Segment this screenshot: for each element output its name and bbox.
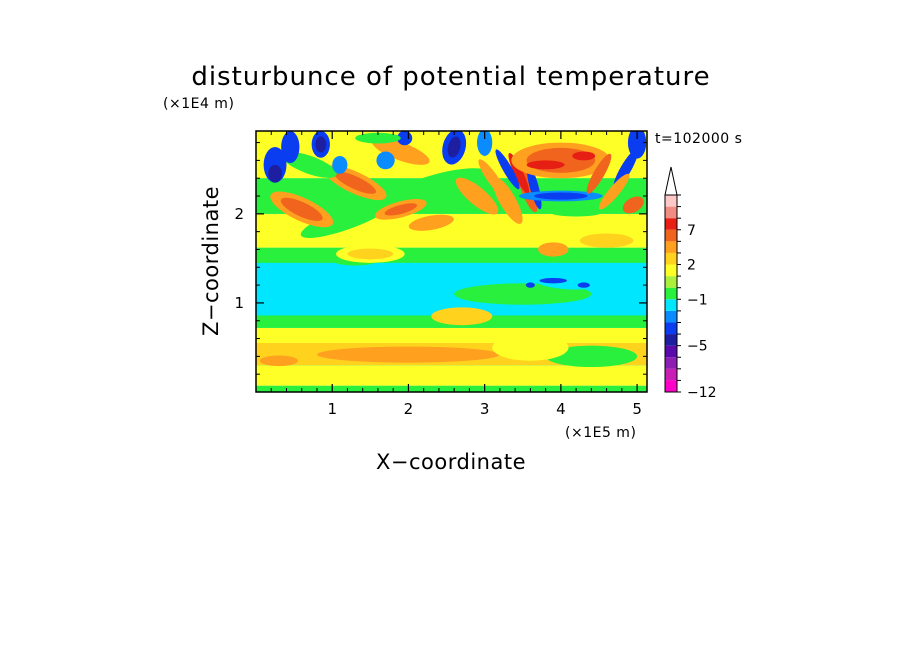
y-axis-title: Z−coordinate <box>199 186 223 336</box>
contour-region <box>477 131 493 156</box>
x-unit-label: (×1E5 m) <box>565 425 636 441</box>
colorbar-segment <box>665 264 677 277</box>
contour-region <box>525 282 535 288</box>
contour-region <box>492 334 569 361</box>
contour-region <box>538 242 569 257</box>
contour-region <box>355 132 401 144</box>
colorbar-segment <box>665 334 677 346</box>
contour-band <box>256 247 647 263</box>
contour-region <box>372 138 430 165</box>
contour-region <box>376 151 395 170</box>
colorbar-segment <box>665 310 677 323</box>
colorbar-segment <box>665 299 677 311</box>
contour-band <box>256 327 647 344</box>
x-tick-label: 3 <box>480 400 490 418</box>
contour-region <box>539 277 567 284</box>
contour-region <box>387 168 491 207</box>
y-tick-label: 1 <box>234 294 244 312</box>
contour-band <box>256 385 647 392</box>
contour-region <box>408 214 454 231</box>
contour-region <box>478 159 507 198</box>
colorbar-segment <box>665 345 677 358</box>
contour-region <box>259 355 298 367</box>
contour-region <box>268 164 282 183</box>
contour-region <box>316 346 500 363</box>
contour-region <box>454 283 592 305</box>
colorbar-segment <box>665 241 677 253</box>
contour-region <box>598 173 630 210</box>
x-tick-label: 4 <box>556 400 566 418</box>
contour-region <box>300 198 395 238</box>
contour-region <box>495 149 520 190</box>
colorbar-extend-arrow <box>664 166 678 196</box>
contour-region <box>431 307 493 326</box>
contour-region <box>315 136 327 153</box>
contour-region <box>577 282 590 288</box>
y-tick-label: 2 <box>234 205 244 223</box>
y-unit-label: (×1E4 m) <box>163 96 234 112</box>
colorbar-segment <box>665 368 677 381</box>
colorbar-label: −1 <box>687 292 708 308</box>
contour-region <box>572 151 596 161</box>
contour-region <box>347 248 394 260</box>
colorbar-segment <box>665 287 677 300</box>
colorbar-label: 2 <box>687 258 696 274</box>
contour-region <box>280 197 323 222</box>
contour-region <box>545 345 638 368</box>
colorbar-segment <box>665 322 677 335</box>
axes: 1 2 3 4 5 1 2 <box>234 131 647 418</box>
x-tick-label: 1 <box>327 400 337 418</box>
time-label: t=102000 s <box>655 131 742 147</box>
colorbar-label: −12 <box>687 385 717 401</box>
contour-region <box>627 131 647 159</box>
colorbar-segment <box>665 218 677 230</box>
x-tick-label: 5 <box>632 400 642 418</box>
contour-region <box>384 203 418 216</box>
chart-title: disturbunce of potential temperature <box>191 62 710 92</box>
contour-region <box>530 262 622 290</box>
colorbar-segment <box>665 206 677 219</box>
x-axis-title: X−coordinate <box>376 450 526 474</box>
colorbar-segment <box>665 195 677 207</box>
contour-region <box>526 160 565 170</box>
contour-field <box>256 131 647 392</box>
colorbar-segment <box>665 380 677 392</box>
contour-region <box>447 136 461 158</box>
colorbar-label: −5 <box>687 339 708 355</box>
contour-region <box>579 233 634 248</box>
x-tick-label: 2 <box>404 400 414 418</box>
contour-region <box>455 177 499 215</box>
contour-band <box>256 365 647 386</box>
contour-region <box>586 153 612 194</box>
contour-region <box>622 196 644 214</box>
contour-region <box>281 131 300 164</box>
plot-frame <box>255 130 648 393</box>
contour-region <box>534 192 588 200</box>
contour-region <box>332 155 348 174</box>
contour-region <box>549 207 603 217</box>
contour-region <box>334 171 376 194</box>
colorbar: −12−5−127 <box>664 166 717 401</box>
colorbar-segment <box>665 252 677 265</box>
colorbar-segment <box>665 357 677 369</box>
colorbar-segment <box>665 276 677 288</box>
colorbar-segment <box>665 229 677 242</box>
colorbar-label: 7 <box>687 223 696 239</box>
